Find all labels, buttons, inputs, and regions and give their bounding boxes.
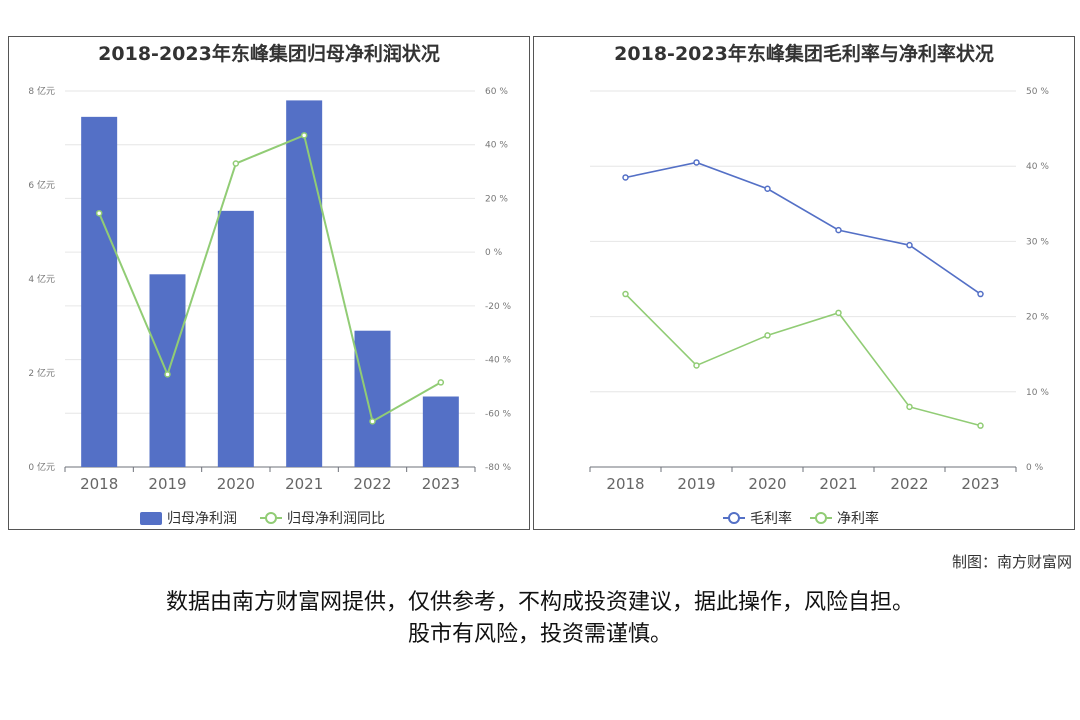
- x-tick-label: 2021: [285, 475, 323, 493]
- margin-chart-title: 2018-2023年东峰集团毛利率与净利率状况: [614, 43, 994, 65]
- net-margin-point-2020: [764, 332, 771, 339]
- net-profit-chart-title: 2018-2023年东峰集团归母净利润状况: [98, 43, 440, 65]
- right-axis-tick: -80 %: [485, 463, 512, 473]
- bar-2021: [286, 100, 323, 468]
- bar-2023: [422, 396, 459, 467]
- left-axis-tick: 4 亿元: [28, 273, 55, 285]
- left-axis-tick: 2 亿元: [28, 367, 55, 379]
- net-margin-point-2023: [977, 422, 984, 429]
- left-axis-tick: 0 亿元: [28, 461, 55, 473]
- legend-net-marker: [815, 512, 827, 524]
- gross-margin-line: [625, 161, 981, 295]
- x-tick-label: 2023: [961, 475, 999, 493]
- legend-label-gross: 毛利率: [750, 510, 792, 527]
- gross-margin-point-2019: [693, 159, 700, 166]
- right-axis-tick: 30 %: [1026, 237, 1049, 247]
- disclaimer-line-1: 数据由南方财富网提供，仅供参考，不构成投资建议，据此操作，风险自担。: [165, 590, 914, 615]
- margin-chart-panel: 0 % 10 % 20 % 30 % 40 % 50 % 2018 2019 2020 2021 2…: [533, 36, 1075, 530]
- net-profit-chart-panel: 0 亿元 2 亿元 4 亿元 6 亿元 8 亿元 -80 % -60 % -40 % -20 %…: [8, 36, 530, 530]
- x-tick-label: 2018: [606, 475, 644, 493]
- gross-margin-point-2023: [977, 290, 984, 298]
- right-axis-tick: 0 %: [1026, 463, 1044, 473]
- gross-margin-point-2022: [906, 241, 913, 249]
- bar-2022: [354, 330, 391, 467]
- x-tick-label: 2019: [148, 475, 186, 493]
- yoy-point-2018: [95, 209, 103, 217]
- net-margin-point-2022: [906, 403, 913, 411]
- chart-credit: 制图：南方财富网: [951, 553, 1072, 571]
- yoy-point-2022: [369, 418, 376, 425]
- right-axis-tick: 0 %: [485, 248, 503, 258]
- right-axis-tick: 50 %: [1026, 87, 1049, 97]
- net-profit-chart: 0 亿元 2 亿元 4 亿元 6 亿元 8 亿元 -80 % -60 % -40 % -20 %…: [28, 85, 512, 527]
- right-axis-tick: -60 %: [485, 409, 512, 419]
- net-margin-point-2021: [835, 309, 842, 317]
- left-axis-tick: 8 亿元: [28, 85, 55, 97]
- x-tick-label: 2023: [422, 475, 460, 493]
- right-axis-tick: 40 %: [1026, 162, 1049, 172]
- yoy-point-2020: [232, 160, 240, 167]
- yoy-point-2021: [300, 132, 308, 139]
- right-axis-tick: -40 %: [485, 356, 512, 366]
- net-margin-point-2018: [622, 290, 629, 298]
- disclaimer-line-2: 股市有风险，投资需谨慎。: [407, 622, 672, 647]
- x-tick-label: 2019: [677, 475, 715, 493]
- gross-margin-point-2021: [835, 226, 842, 234]
- right-axis-tick: 40 %: [485, 141, 508, 151]
- yoy-line: [98, 133, 442, 423]
- bar-2018: [81, 116, 118, 467]
- x-tick-label: 2018: [80, 475, 118, 493]
- legend-line-marker: [265, 512, 277, 524]
- bar-2020: [217, 210, 254, 467]
- left-axis-tick: 6 亿元: [28, 179, 55, 191]
- right-axis-tick: 60 %: [485, 87, 508, 97]
- x-tick-label: 2022: [353, 475, 391, 493]
- net-margin-line: [624, 293, 981, 427]
- gross-margin-point-2020: [764, 185, 771, 193]
- x-tick-label: 2022: [890, 475, 928, 493]
- net-margin-point-2019: [693, 362, 700, 369]
- x-tick-label: 2020: [748, 475, 786, 493]
- legend-gross-marker: [728, 512, 740, 524]
- bar-2019: [149, 274, 186, 467]
- legend-label-net: 净利率: [837, 510, 879, 527]
- right-axis-tick: 20 %: [485, 194, 508, 204]
- margin-chart: 0 % 10 % 20 % 30 % 40 % 50 % 2018 2019 2020 2021 2…: [589, 87, 1049, 527]
- x-tick-label: 2020: [217, 475, 255, 493]
- gross-margin-point-2018: [622, 174, 629, 181]
- legend-bar-swatch: [140, 512, 162, 525]
- yoy-point-2019: [164, 371, 171, 378]
- yoy-point-2023: [437, 379, 445, 386]
- x-tick-label: 2021: [819, 475, 857, 493]
- legend-label-profit: 归母净利润: [167, 510, 237, 527]
- right-axis-tick: -20 %: [485, 302, 512, 312]
- right-axis-tick: 10 %: [1026, 388, 1049, 398]
- legend-label-yoy: 归母净利润同比: [287, 510, 385, 527]
- right-axis-tick: 20 %: [1026, 313, 1049, 323]
